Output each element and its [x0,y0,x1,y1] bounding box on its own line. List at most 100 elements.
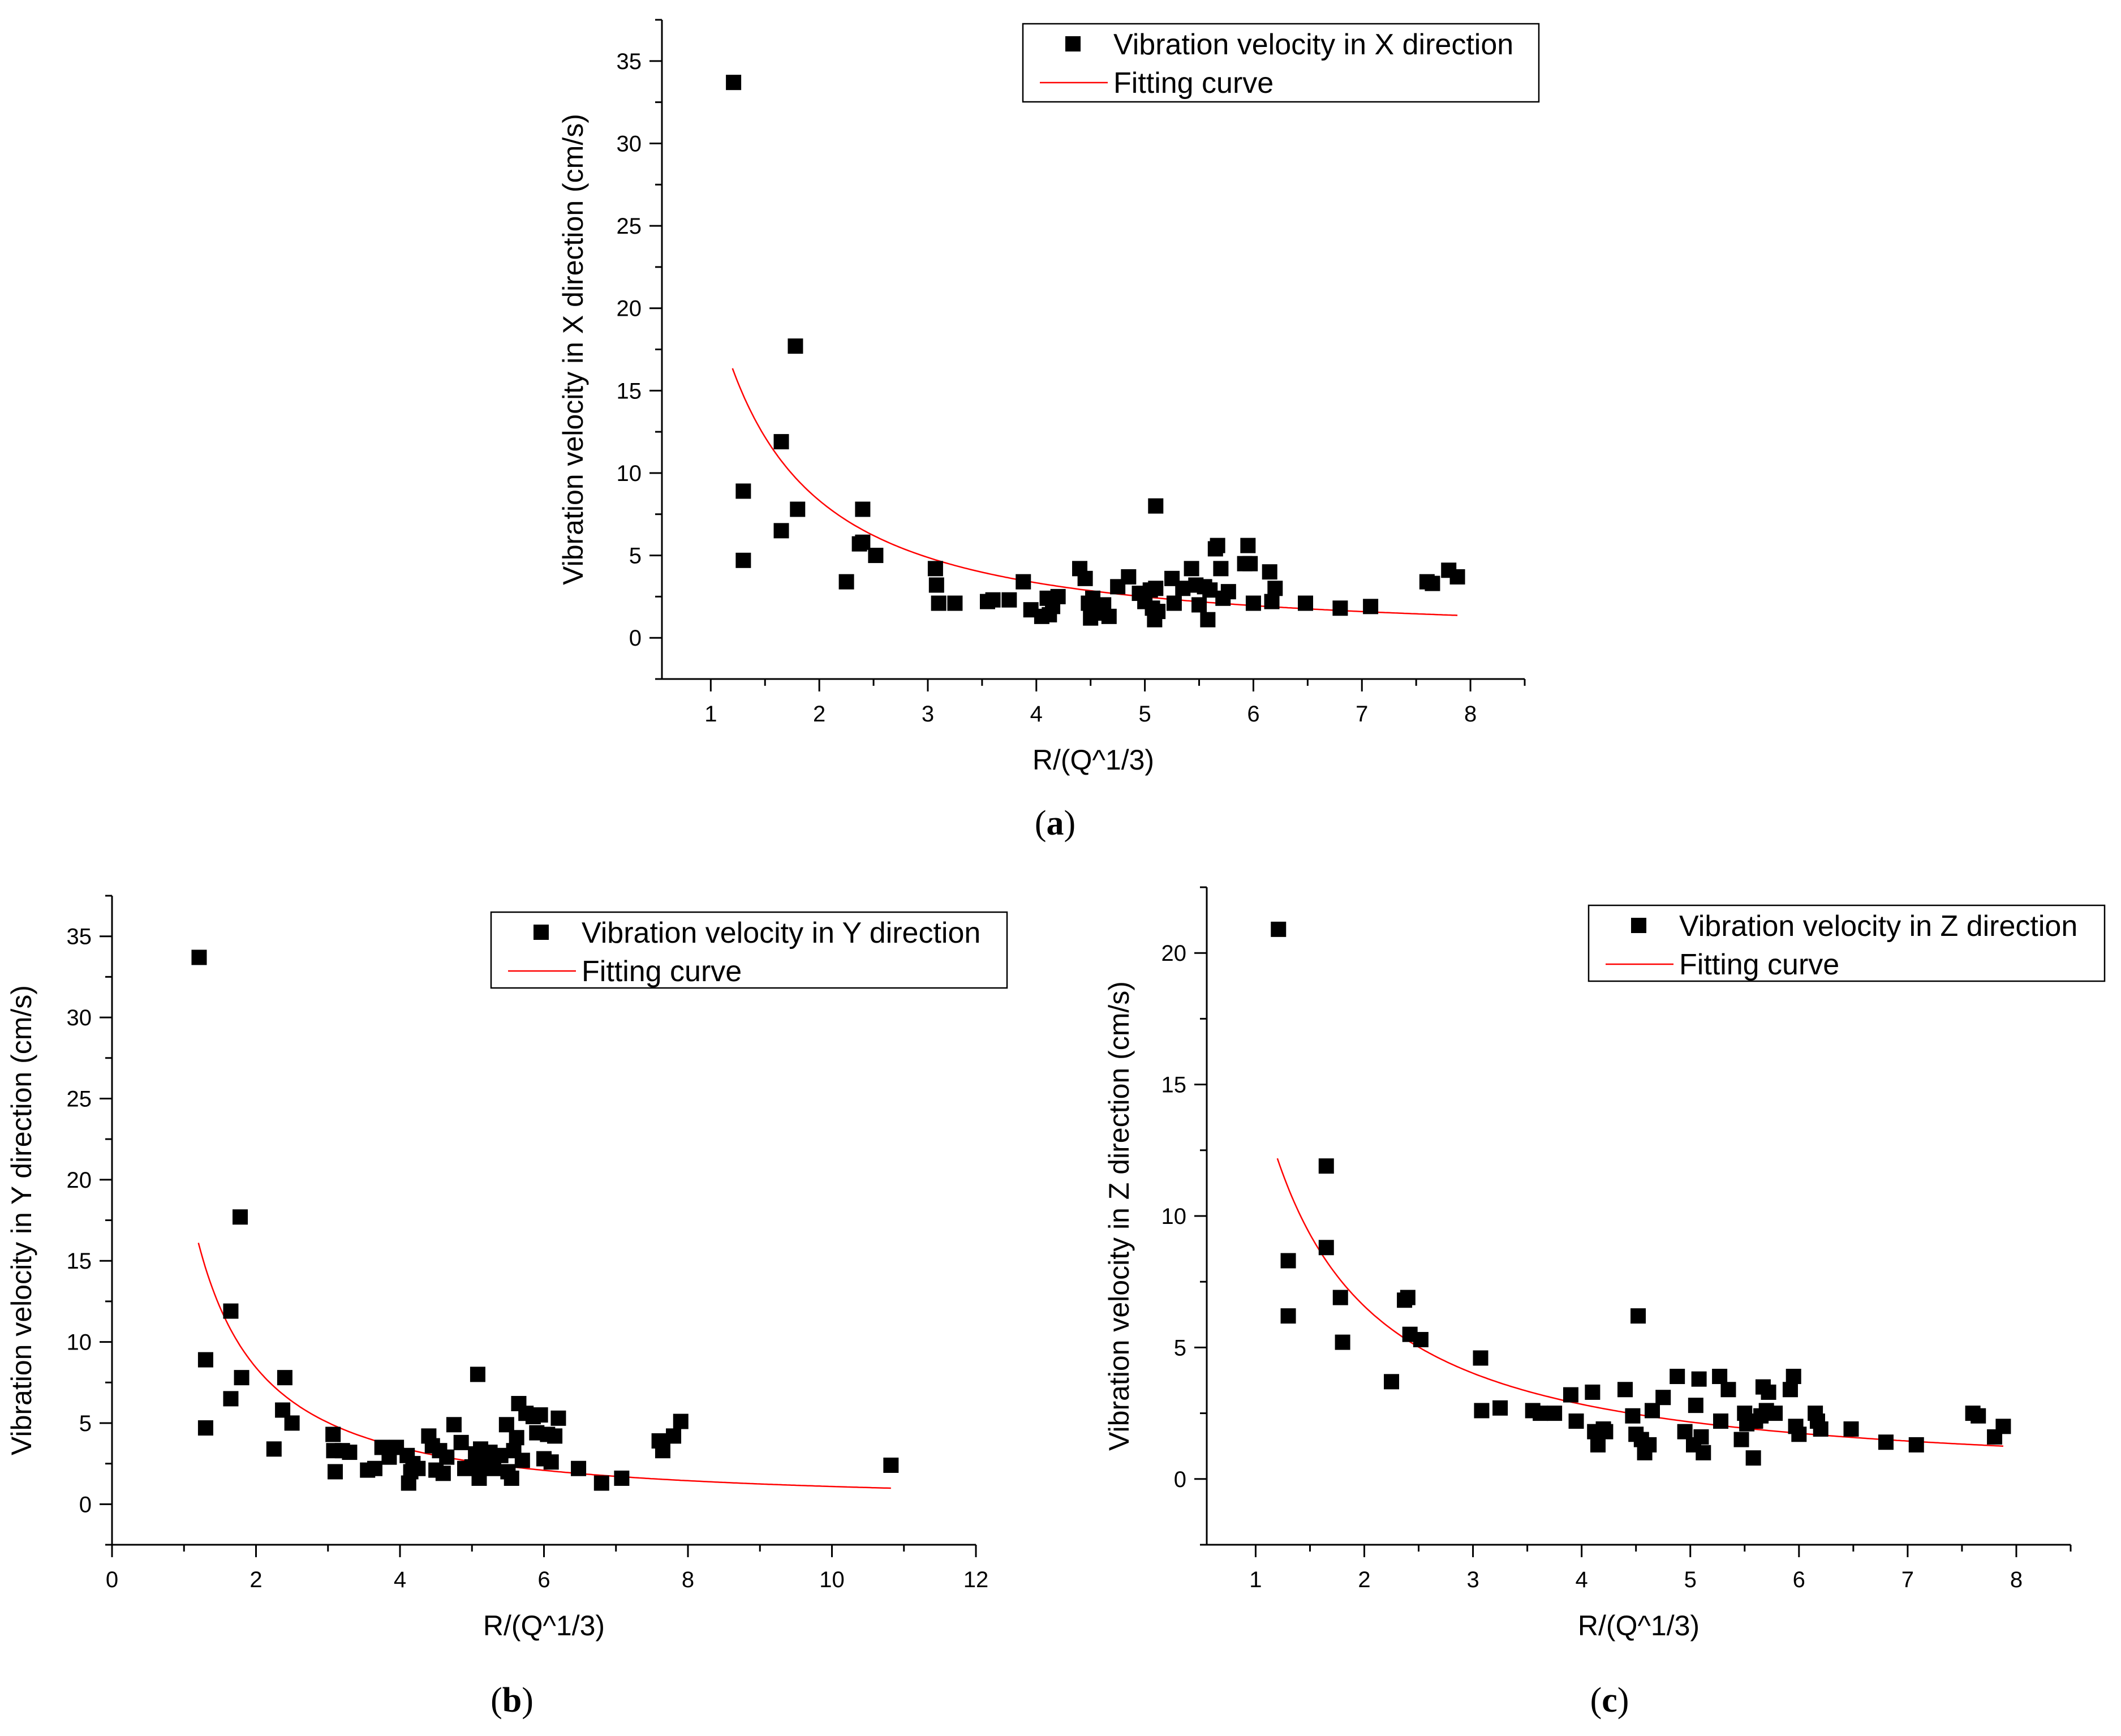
data-point [1677,1424,1693,1439]
data-point [342,1445,358,1460]
data-point [1568,1413,1584,1429]
data-point [1166,595,1182,611]
data-point [1191,597,1207,613]
data-point [439,1449,455,1465]
y-tick-label: 15 [67,1249,92,1274]
data-point [1425,575,1440,591]
x-tick-label: 5 [1138,702,1151,727]
x-tick-label: 8 [2010,1567,2023,1592]
data-point [470,1367,485,1382]
legend: Vibration velocity in Y direction Fittin… [490,911,1008,989]
data-point [1332,1290,1348,1305]
x-tick-label: 6 [1793,1567,1805,1592]
data-point [838,574,854,590]
caption-close: ) [1064,804,1076,843]
chart-panel-c: 0 5 10 15 20 1 2 3 4 5 6 7 8 Vibration velocity in Z… [1103,886,2106,1720]
data-point [947,595,963,611]
y-tick-label: 30 [67,1005,92,1030]
data-point [471,1470,487,1486]
data-point [1001,592,1017,608]
legend-marker-icon [1631,918,1646,933]
data-point [197,1352,213,1368]
data-point [325,1426,341,1442]
y-tick-label: 25 [67,1086,92,1111]
y-tick-label: 20 [1161,941,1187,966]
x-tick-label: 4 [394,1567,406,1592]
data-point [1492,1400,1508,1416]
data-point [735,552,751,568]
data-point [223,1391,239,1407]
panel-caption: (c) [1590,1681,1629,1720]
data-point [1363,599,1379,615]
data-point [277,1370,292,1386]
y-tick-label: 20 [67,1168,92,1193]
data-point [868,548,884,564]
x-tick-label: 4 [1030,702,1043,727]
data-point [446,1417,462,1433]
axes-frame: 0 5 10 15 20 25 30 35 1 2 3 4 5 6 7 8 [617,19,1526,727]
data-point [485,1460,501,1476]
x-tick-label: 2 [1358,1567,1370,1592]
x-tick-label: 12 [963,1567,989,1592]
data-point [1280,1308,1296,1324]
data-point [1148,498,1164,514]
data-point [655,1443,670,1459]
data-point [790,501,806,517]
y-tick-label: 5 [79,1411,92,1436]
x-tick-label: 3 [1466,1567,1479,1592]
caption-open: ( [1035,804,1047,843]
data-point [1691,1371,1707,1387]
data-point [1318,1240,1334,1256]
data-point [547,1428,563,1444]
data-point [1598,1424,1614,1439]
y-tick-label: 10 [617,461,642,486]
panel-caption: (a) [1035,804,1075,843]
data-point [223,1303,239,1319]
data-point [1332,600,1348,616]
data-point [1200,612,1216,628]
data-point [1908,1437,1924,1453]
data-point [1298,595,1314,611]
data-point [1184,561,1199,577]
data-point [1210,538,1225,553]
y-tick-label: 15 [617,379,642,403]
data-point [1617,1382,1633,1398]
data-point [498,1417,514,1433]
data-points-layer [1271,921,2011,1466]
data-point [327,1464,343,1480]
data-point [1077,570,1093,586]
y-axis-title: Vibration velocity in Y direction (cm/s) [6,985,37,1455]
legend-marker-icon [1065,36,1081,51]
data-point [985,592,1001,608]
x-tick-label: 7 [1356,702,1368,727]
x-tick-label: 2 [813,702,825,727]
data-point [493,1447,509,1463]
data-point [1271,921,1287,937]
x-tick-label: 0 [106,1567,118,1592]
data-point [1121,569,1137,585]
data-point [1843,1421,1859,1437]
legend-marker-icon [534,925,549,940]
x-tick-label: 6 [1247,702,1259,727]
fitting-curve-layer [197,1243,891,1489]
y-tick-label: 0 [629,626,642,651]
data-point [1696,1445,1711,1460]
data-point [1655,1390,1671,1406]
y-tick-label: 35 [617,49,642,74]
data-point [666,1428,682,1444]
fitting-curve [1276,1158,2003,1447]
data-point [1213,561,1229,577]
data-point [726,75,742,91]
data-point [673,1413,689,1429]
data-point [1473,1350,1488,1366]
data-point [532,1407,548,1423]
data-point [514,1453,530,1468]
chart-panel-a: 0 5 10 15 20 25 30 35 1 2 3 4 5 6 7 8 Vibration velocit… [557,19,1540,843]
legend-series-label: Vibration velocity in Z direction [1679,910,2077,943]
data-point [1585,1384,1601,1400]
data-point [928,577,944,593]
data-point [1280,1253,1296,1269]
data-point [1712,1369,1728,1385]
data-point [1240,538,1256,553]
data-point [1688,1398,1703,1413]
